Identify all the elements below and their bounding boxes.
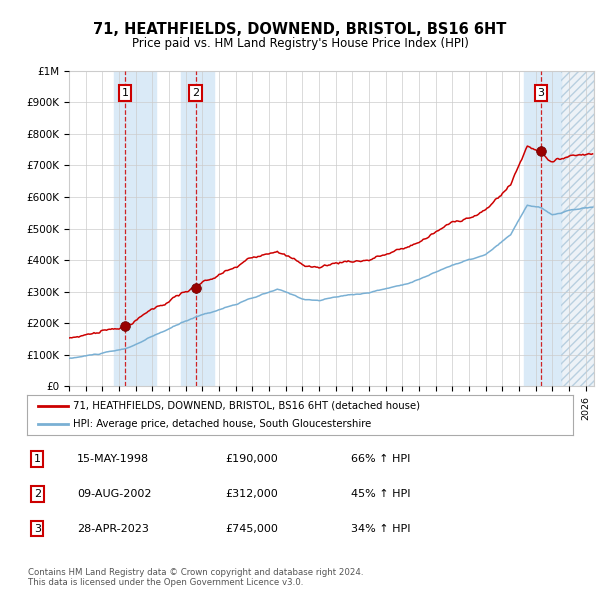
Text: 1: 1 xyxy=(34,454,41,464)
Text: 71, HEATHFIELDS, DOWNEND, BRISTOL, BS16 6HT (detached house): 71, HEATHFIELDS, DOWNEND, BRISTOL, BS16 … xyxy=(73,401,421,411)
Text: 3: 3 xyxy=(34,524,41,533)
Bar xyxy=(560,71,594,386)
Text: 2: 2 xyxy=(34,489,41,499)
Text: 2: 2 xyxy=(192,88,199,98)
Text: £312,000: £312,000 xyxy=(225,489,278,499)
Text: 45% ↑ HPI: 45% ↑ HPI xyxy=(351,489,410,499)
Text: £190,000: £190,000 xyxy=(225,454,278,464)
Text: Contains HM Land Registry data © Crown copyright and database right 2024.
This d: Contains HM Land Registry data © Crown c… xyxy=(28,568,364,587)
Text: 09-AUG-2002: 09-AUG-2002 xyxy=(77,489,151,499)
Bar xyxy=(114,71,155,386)
Bar xyxy=(560,71,594,386)
Text: HPI: Average price, detached house, South Gloucestershire: HPI: Average price, detached house, Sout… xyxy=(73,419,371,429)
Text: Price paid vs. HM Land Registry's House Price Index (HPI): Price paid vs. HM Land Registry's House … xyxy=(131,37,469,50)
Text: 28-APR-2023: 28-APR-2023 xyxy=(77,524,149,533)
Bar xyxy=(181,71,214,386)
Bar xyxy=(524,71,560,386)
Text: 34% ↑ HPI: 34% ↑ HPI xyxy=(351,524,410,533)
Text: 71, HEATHFIELDS, DOWNEND, BRISTOL, BS16 6HT: 71, HEATHFIELDS, DOWNEND, BRISTOL, BS16 … xyxy=(94,22,506,37)
Text: £745,000: £745,000 xyxy=(225,524,278,533)
Text: 66% ↑ HPI: 66% ↑ HPI xyxy=(351,454,410,464)
Text: 15-MAY-1998: 15-MAY-1998 xyxy=(77,454,149,464)
Text: 1: 1 xyxy=(122,88,128,98)
Text: 3: 3 xyxy=(538,88,544,98)
